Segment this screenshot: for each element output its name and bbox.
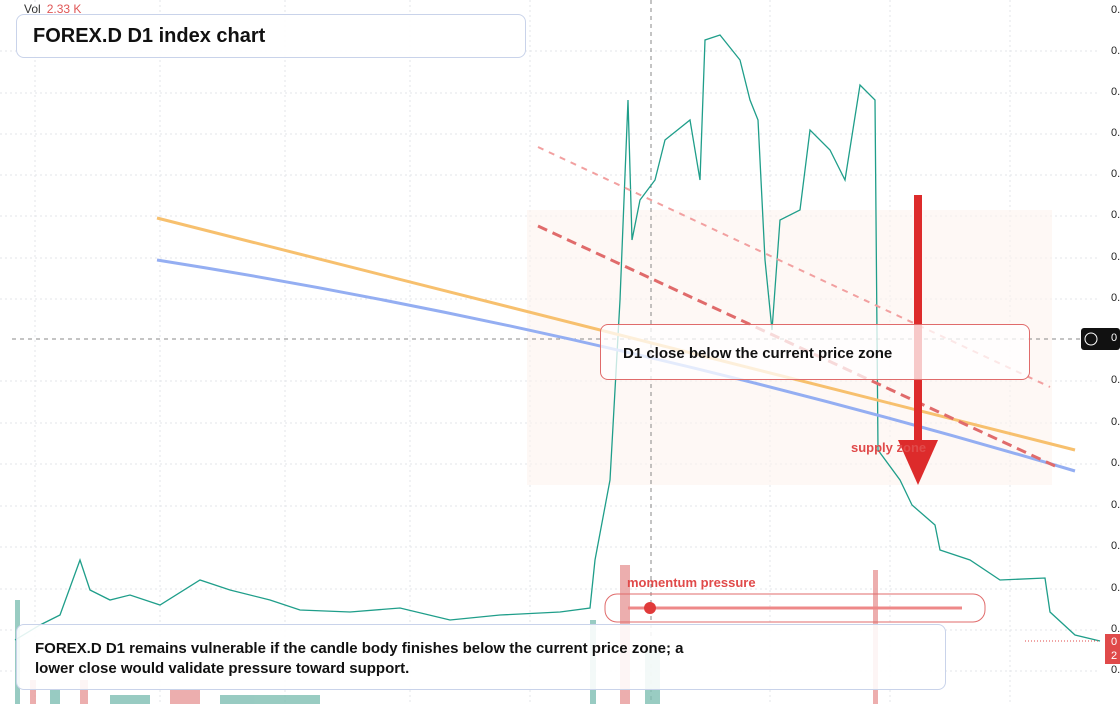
price-axis-label: 0. bbox=[1111, 664, 1120, 676]
price-axis-label: 0. bbox=[1111, 251, 1120, 263]
last-price-tag bbox=[1105, 634, 1120, 664]
price-axis-label: 0. bbox=[1111, 499, 1120, 511]
crosshair-price: 0 bbox=[1111, 332, 1118, 344]
title: FOREX.D D1 index chart bbox=[16, 14, 526, 58]
price-axis-label: 0. bbox=[1111, 374, 1120, 386]
legend-label: Vol bbox=[24, 2, 41, 16]
price-axis-label: 0. bbox=[1111, 45, 1120, 57]
price-axis-label: 0. bbox=[1111, 209, 1120, 221]
price-axis-label: 0. bbox=[1111, 623, 1120, 635]
legend-value: 2.33 K bbox=[46, 2, 82, 16]
price-axis-label: 0. bbox=[1111, 292, 1120, 304]
last-price: 0 bbox=[1111, 636, 1118, 648]
price-axis-label: 0. bbox=[1111, 416, 1120, 428]
price-axis-label: 0. bbox=[1111, 582, 1120, 594]
price-axis-label: 0. bbox=[1111, 540, 1120, 552]
price-axis-label: 0. bbox=[1111, 4, 1120, 16]
price-axis-label: 0. bbox=[1111, 86, 1120, 98]
volume-legend: Vol 2.33 K bbox=[24, 2, 81, 16]
price-axis-label: 0. bbox=[1111, 168, 1120, 180]
zone-annotation: D1 close below the current price zone bbox=[600, 324, 1030, 380]
price-axis-label: 0. bbox=[1111, 127, 1120, 139]
arrow-head bbox=[898, 440, 938, 485]
supply-label: supply zone bbox=[851, 440, 927, 455]
note-text: FOREX.D D1 remains vulnerable if the can… bbox=[35, 640, 684, 677]
note: FOREX.D D1 remains vulnerable if the can… bbox=[16, 624, 946, 690]
momentum-knob bbox=[644, 602, 656, 614]
price-series bbox=[14, 34, 1101, 642]
crosshair-plus bbox=[1084, 332, 1098, 346]
last-price-time: 2 bbox=[1111, 650, 1118, 662]
momentum-label: momentum pressure bbox=[627, 575, 756, 590]
momentum-track-frame bbox=[604, 593, 986, 623]
price-axis-label: 0. bbox=[1111, 457, 1120, 469]
